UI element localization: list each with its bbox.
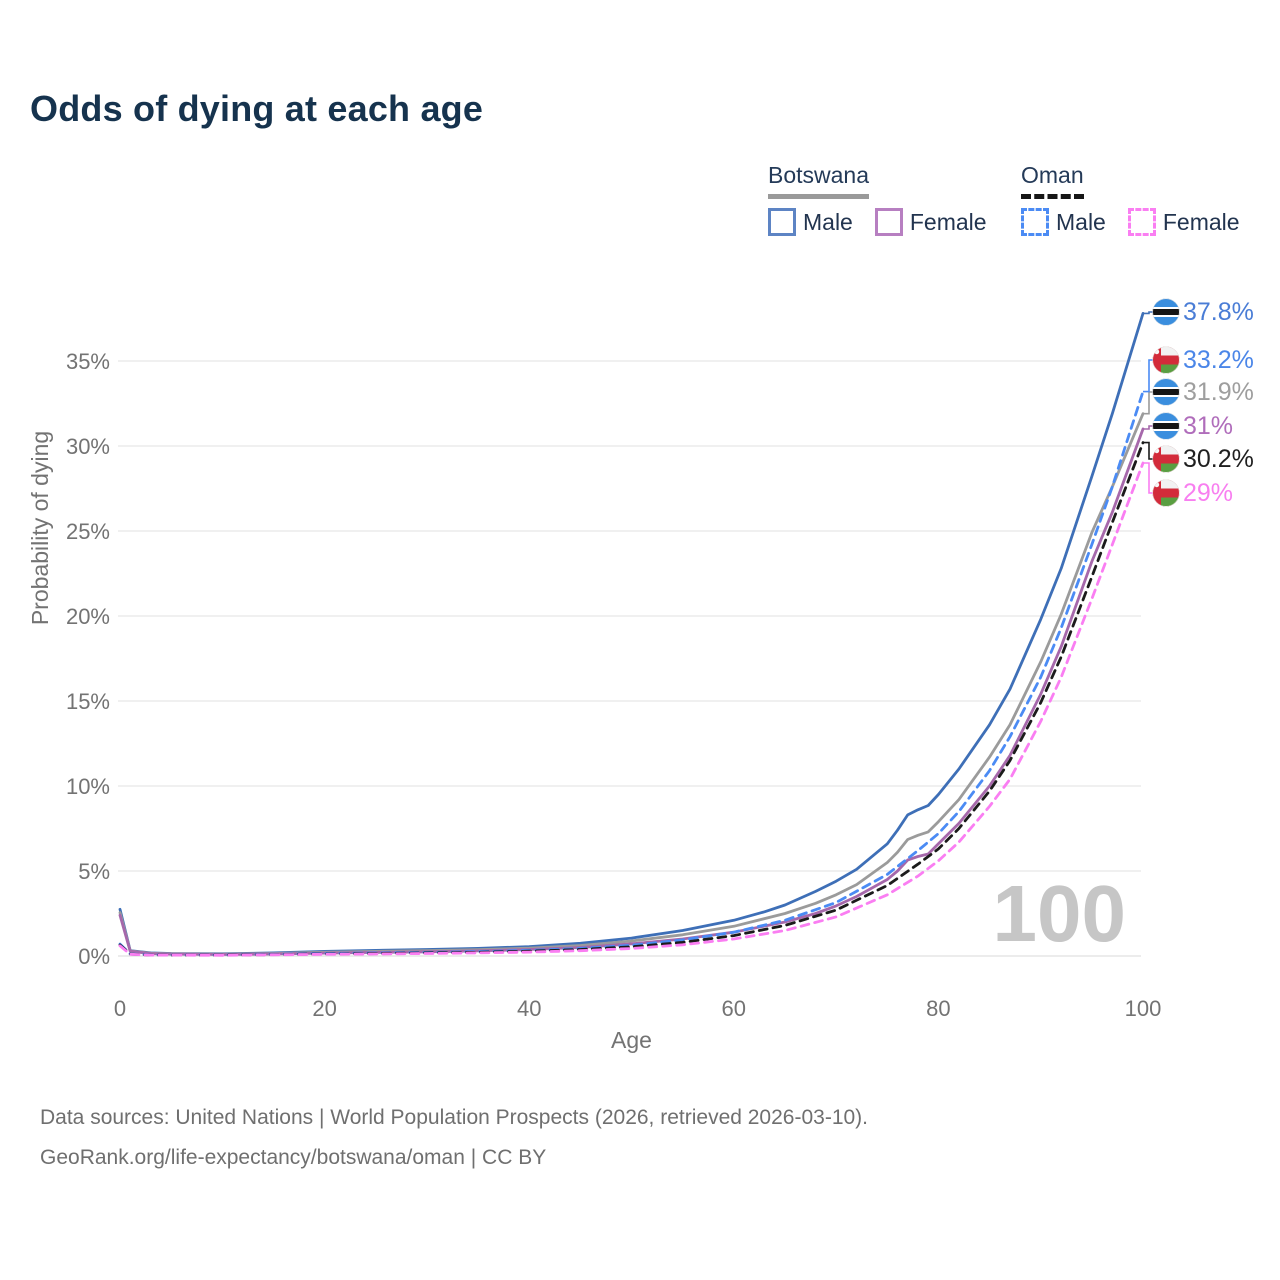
age-watermark: 100 — [993, 869, 1126, 958]
oman-female-swatch — [1127, 208, 1156, 236]
x-tick-label: 40 — [517, 996, 541, 1021]
oman-flag-icon — [1152, 479, 1180, 507]
label-leader-line — [1143, 441, 1153, 460]
label-leader-line — [1143, 462, 1153, 494]
x-axis-title: Age — [611, 1027, 652, 1053]
legend-group-oman: Oman Male Female — [1021, 162, 1240, 236]
y-tick-label: 30% — [66, 434, 110, 459]
legend-item-label: Female — [1162, 208, 1240, 235]
legend-item-label: Female — [909, 208, 987, 235]
y-tick-label: 10% — [66, 774, 110, 799]
botswana-flag-icon — [1152, 298, 1180, 326]
y-tick-label: 15% — [66, 689, 110, 714]
y-tick-label: 20% — [66, 604, 110, 629]
legend-item-botswana-male[interactable]: Male — [768, 208, 853, 236]
x-tick-label: 20 — [312, 996, 336, 1021]
y-axis-title: Probability of dying — [27, 431, 53, 625]
legend-group-botswana: Botswana Male Female — [768, 162, 987, 236]
footer-sources: Data sources: United Nations | World Pop… — [40, 1106, 869, 1129]
footer-link: GeoRank.org/life-expectancy/botswana/oma… — [40, 1146, 547, 1169]
label-leader-line — [1143, 311, 1153, 315]
legend-item-label: Male — [803, 208, 853, 235]
legend-item-label: Male — [1056, 208, 1106, 235]
label-leader-line — [1143, 391, 1153, 415]
legend-item-oman-female[interactable]: Female — [1127, 208, 1240, 236]
x-tick-label: 60 — [722, 996, 746, 1021]
botswana-female-swatch — [874, 208, 903, 236]
x-tick-label: 100 — [1125, 996, 1162, 1021]
end-value-label-oman-male: 33.2% — [1183, 346, 1254, 374]
label-leader-line — [1143, 425, 1153, 430]
x-tick-label: 0 — [114, 996, 126, 1021]
y-tick-label: 0% — [78, 944, 110, 969]
series-line-oman-female — [118, 461, 1145, 957]
botswana-male-swatch — [768, 208, 796, 236]
y-tick-label: 35% — [66, 349, 110, 374]
end-value-label-oman-both-sexes: 30.2% — [1183, 445, 1254, 473]
legend-country-oman[interactable]: Oman — [1021, 162, 1084, 199]
end-value-label-botswana-both-sexes: 31.9% — [1183, 378, 1254, 406]
chart-footer: Data sources: United Nations | World Pop… — [40, 1098, 868, 1178]
page-title: Odds of dying at each age — [30, 88, 484, 129]
legend-country-botswana[interactable]: Botswana — [768, 162, 870, 199]
end-value-label-oman-female: 29% — [1183, 479, 1233, 507]
series-line-botswana-male — [118, 311, 1145, 956]
series-line-botswana-female — [118, 427, 1145, 956]
oman-male-swatch — [1021, 208, 1049, 236]
y-tick-label: 5% — [78, 859, 110, 884]
end-value-label-botswana-female: 31% — [1183, 412, 1233, 440]
oman-flag-icon — [1152, 346, 1180, 374]
series-line-botswana-both-sexes — [118, 412, 1145, 956]
y-tick-label: 25% — [66, 519, 110, 544]
legend-item-botswana-female[interactable]: Female — [874, 208, 987, 236]
legend-item-oman-male[interactable]: Male — [1021, 208, 1106, 236]
series-line-oman-both-sexes — [118, 441, 1145, 957]
oman-flag-icon — [1152, 445, 1180, 473]
botswana-flag-icon — [1152, 412, 1180, 440]
end-value-label-botswana-male: 37.8% — [1183, 298, 1254, 326]
legend: Botswana Male Female Oman Male — [0, 162, 1280, 252]
x-tick-label: 80 — [926, 996, 950, 1021]
botswana-flag-icon — [1152, 378, 1180, 406]
label-leader-line — [1143, 359, 1153, 393]
